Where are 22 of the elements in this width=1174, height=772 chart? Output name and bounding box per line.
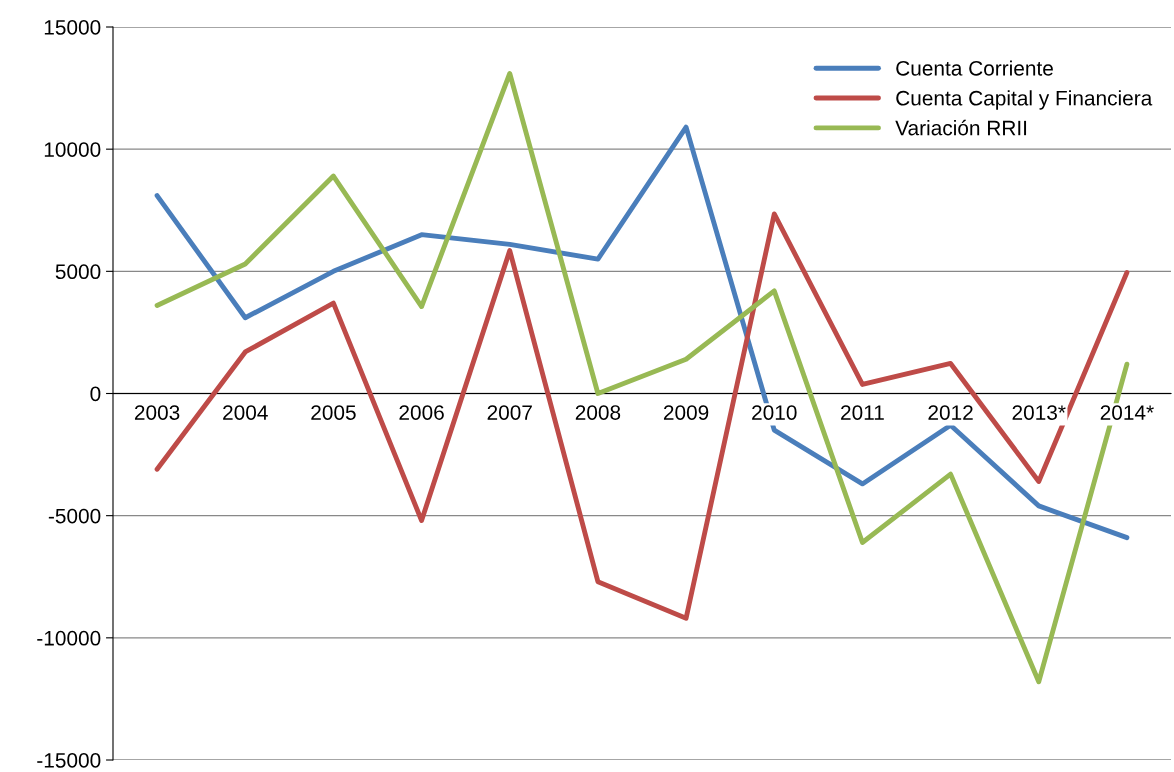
- x-tick-label: 2009: [663, 405, 709, 420]
- x-tick-label: 2008: [575, 405, 621, 420]
- y-tick-label: -10000: [37, 630, 101, 646]
- y-tick-label: 15000: [44, 20, 101, 35]
- x-tick-label: 2004: [223, 405, 268, 420]
- x-tick-label: 2011: [841, 405, 884, 420]
- x-tick-label: 2005: [311, 405, 356, 420]
- x-tick-label: 2010: [752, 405, 797, 420]
- y-tick-label: -15000: [37, 753, 101, 768]
- x-tick-label: 2006: [399, 405, 444, 420]
- x-tick-label: 2007: [487, 405, 532, 420]
- legend-label: Cuenta Corriente: [896, 60, 1053, 76]
- y-tick-label: -5000: [48, 508, 101, 524]
- y-tick-label: 10000: [44, 142, 101, 157]
- x-tick-label: 2012: [928, 405, 973, 420]
- x-tick-label: 2003: [134, 405, 180, 420]
- legend-label: Cuenta Capital y Financiera: [896, 90, 1153, 110]
- x-tick-label: 2013*: [1012, 405, 1066, 420]
- y-tick-label: 5000: [55, 264, 101, 280]
- y-tick-label: 0: [90, 386, 101, 402]
- x-tick-label: 2014*: [1100, 405, 1154, 420]
- legend-label: Variación RRII: [895, 119, 1027, 136]
